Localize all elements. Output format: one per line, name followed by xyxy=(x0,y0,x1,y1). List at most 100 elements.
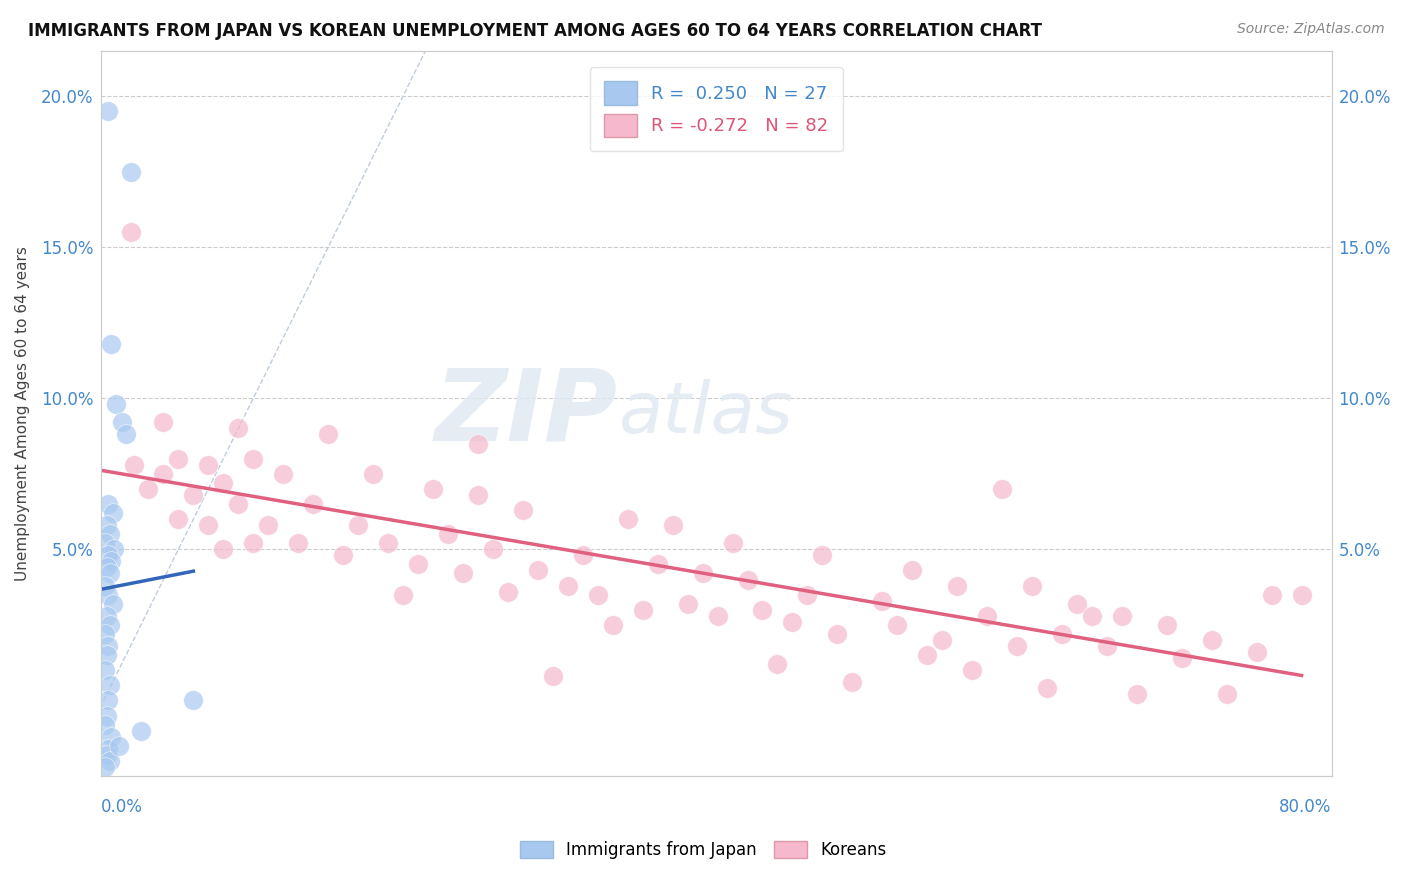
Point xyxy=(96,747,118,762)
Point xyxy=(332,549,354,563)
Point xyxy=(706,608,728,623)
Point xyxy=(228,497,250,511)
Point xyxy=(901,564,924,578)
Point xyxy=(737,573,759,587)
Point xyxy=(97,104,120,119)
Point xyxy=(101,597,124,611)
Point xyxy=(101,506,124,520)
Point xyxy=(1260,588,1282,602)
Legend: Immigrants from Japan, Koreans: Immigrants from Japan, Koreans xyxy=(513,834,893,866)
Point xyxy=(97,588,120,602)
Point xyxy=(1005,639,1028,653)
Point xyxy=(766,657,789,672)
Point xyxy=(120,164,142,178)
Point xyxy=(482,542,505,557)
Point xyxy=(98,527,121,541)
Point xyxy=(976,608,998,623)
Point xyxy=(167,512,190,526)
Point xyxy=(527,564,550,578)
Point xyxy=(104,397,127,411)
Point xyxy=(541,669,564,683)
Text: 0.0%: 0.0% xyxy=(101,797,142,815)
Point xyxy=(242,536,264,550)
Point xyxy=(103,542,125,557)
Point xyxy=(602,618,624,632)
Point xyxy=(271,467,294,481)
Point xyxy=(110,416,132,430)
Point xyxy=(1111,608,1133,623)
Point xyxy=(242,451,264,466)
Point xyxy=(120,225,142,239)
Point xyxy=(183,693,205,707)
Point xyxy=(931,632,953,647)
Point xyxy=(721,536,744,550)
Point xyxy=(782,615,804,629)
Point xyxy=(960,663,983,677)
Point xyxy=(94,627,117,641)
Point xyxy=(915,648,938,662)
Point xyxy=(96,608,118,623)
Point xyxy=(94,578,117,592)
Point xyxy=(692,566,714,581)
Point xyxy=(586,588,609,602)
Point xyxy=(152,467,174,481)
Point xyxy=(212,475,235,490)
Point xyxy=(811,549,834,563)
Point xyxy=(451,566,474,581)
Point xyxy=(115,427,138,442)
Point xyxy=(1156,618,1178,632)
Point xyxy=(107,739,129,753)
Text: atlas: atlas xyxy=(617,379,792,448)
Point xyxy=(97,497,120,511)
Point xyxy=(946,578,969,592)
Y-axis label: Unemployment Among Ages 60 to 64 years: Unemployment Among Ages 60 to 64 years xyxy=(15,246,30,581)
Point xyxy=(796,588,818,602)
Point xyxy=(96,648,118,662)
Point xyxy=(841,675,863,690)
Point xyxy=(467,488,489,502)
Point xyxy=(98,754,121,768)
Point xyxy=(571,549,593,563)
Point xyxy=(97,741,120,756)
Point xyxy=(347,518,370,533)
Point xyxy=(631,603,654,617)
Point xyxy=(512,503,534,517)
Point xyxy=(377,536,399,550)
Point xyxy=(1215,687,1237,701)
Point xyxy=(100,554,122,568)
Point xyxy=(886,618,908,632)
Legend: R =  0.250   N = 27, R = -0.272   N = 82: R = 0.250 N = 27, R = -0.272 N = 82 xyxy=(589,67,842,152)
Point xyxy=(212,542,235,557)
Point xyxy=(100,730,122,744)
Point xyxy=(197,518,219,533)
Point xyxy=(138,482,160,496)
Point xyxy=(183,488,205,502)
Point xyxy=(98,678,121,692)
Point xyxy=(676,597,699,611)
Text: ZIP: ZIP xyxy=(434,365,617,462)
Point xyxy=(94,717,117,731)
Point xyxy=(94,760,117,774)
Point xyxy=(129,723,152,738)
Point xyxy=(1050,627,1073,641)
Point xyxy=(1095,639,1118,653)
Point xyxy=(1081,608,1104,623)
Point xyxy=(302,497,325,511)
Point xyxy=(827,627,849,641)
Point xyxy=(647,558,669,572)
Point xyxy=(751,603,773,617)
Point xyxy=(197,458,219,472)
Point xyxy=(287,536,309,550)
Point xyxy=(422,482,444,496)
Point xyxy=(467,436,489,450)
Point xyxy=(1201,632,1223,647)
Point xyxy=(98,618,121,632)
Point xyxy=(437,527,460,541)
Point xyxy=(97,693,120,707)
Point xyxy=(316,427,339,442)
Point xyxy=(94,663,117,677)
Point xyxy=(991,482,1014,496)
Point xyxy=(97,549,120,563)
Point xyxy=(557,578,579,592)
Point xyxy=(1171,651,1194,665)
